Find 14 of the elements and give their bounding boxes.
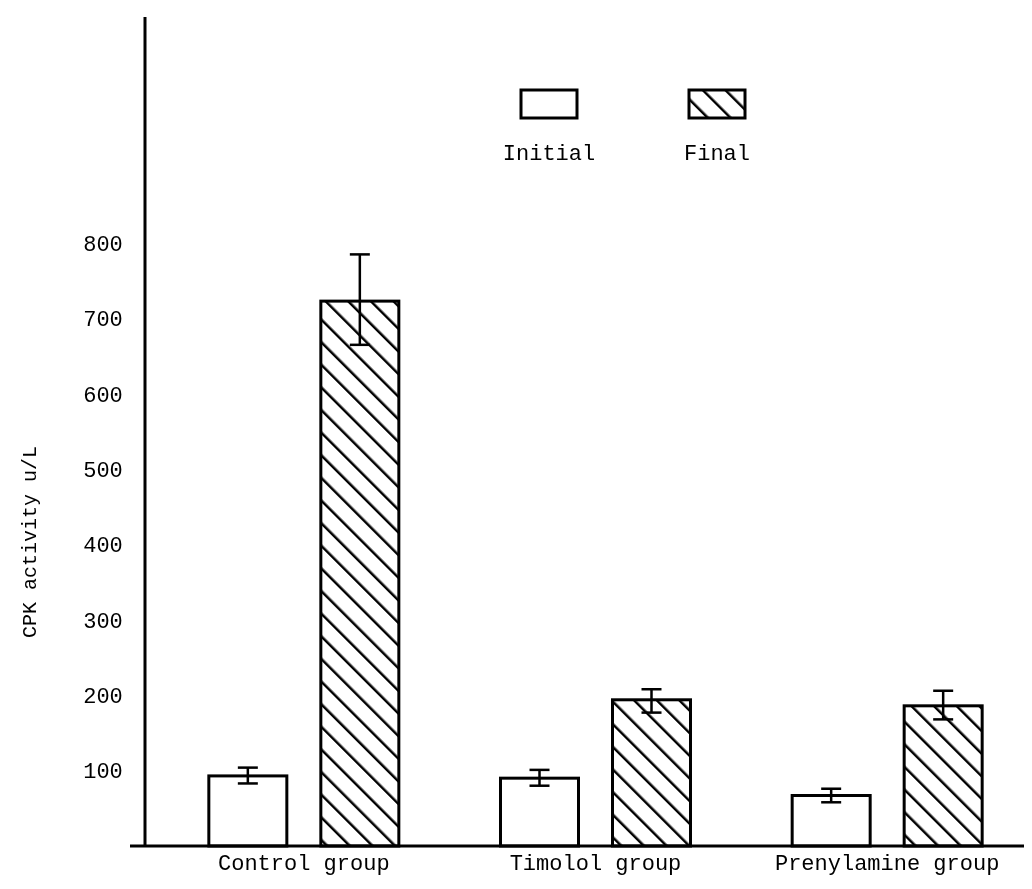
y-tick-label: 500 xyxy=(83,458,123,484)
x-tick-label: Prenylamine group xyxy=(774,852,1000,877)
x-tick-label: Timolol group xyxy=(509,852,682,877)
y-tick-label: 300 xyxy=(83,609,123,635)
y-tick-label: 800 xyxy=(83,232,123,258)
legend-label: Final xyxy=(683,142,751,167)
y-tick-label: 400 xyxy=(83,534,123,560)
y-tick-label: 200 xyxy=(83,684,123,710)
y-axis-title: CPK activity u/L xyxy=(19,445,42,639)
y-tick-label: 100 xyxy=(83,760,123,786)
y-tick-label: 600 xyxy=(83,383,123,409)
y-tick-label: 700 xyxy=(83,308,123,334)
x-tick-label: Control group xyxy=(218,852,390,877)
legend-label: Initial xyxy=(502,142,596,167)
